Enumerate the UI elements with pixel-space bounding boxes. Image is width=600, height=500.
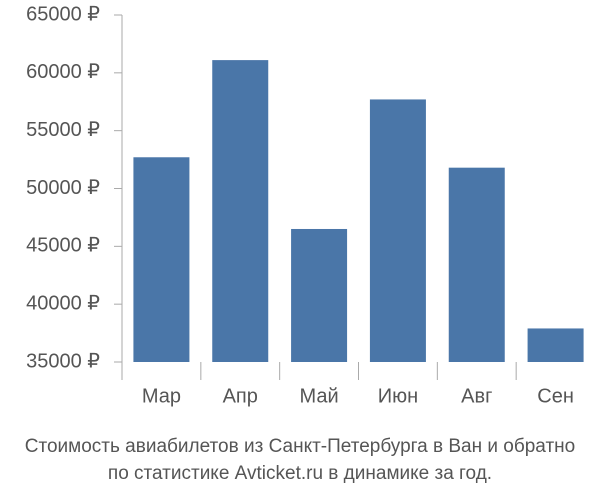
bar [291, 228, 348, 362]
chart-title: по статистике Avticket.ru в динамике за … [108, 463, 492, 484]
x-tick-label: Май [299, 385, 338, 407]
x-tick-label: Июн [378, 385, 418, 407]
x-tick-label: Сен [537, 385, 574, 407]
bar [369, 99, 426, 362]
y-tick-label: 50000 ₽ [26, 177, 100, 199]
bar [448, 167, 505, 362]
chart-title: Стоимость авиабилетов из Санкт-Петербург… [25, 436, 575, 457]
bar [527, 328, 584, 362]
bar [212, 60, 269, 363]
x-tick-label: Мар [142, 385, 181, 407]
y-tick-label: 55000 ₽ [26, 119, 100, 141]
y-tick-label: 40000 ₽ [26, 292, 100, 314]
y-tick-label: 60000 ₽ [26, 61, 100, 83]
y-tick-label: 35000 ₽ [26, 350, 100, 372]
y-tick-label: 65000 ₽ [26, 3, 100, 25]
x-tick-label: Авг [461, 385, 492, 407]
bar [133, 157, 190, 362]
x-tick-label: Апр [223, 385, 258, 407]
y-tick-label: 45000 ₽ [26, 235, 100, 257]
